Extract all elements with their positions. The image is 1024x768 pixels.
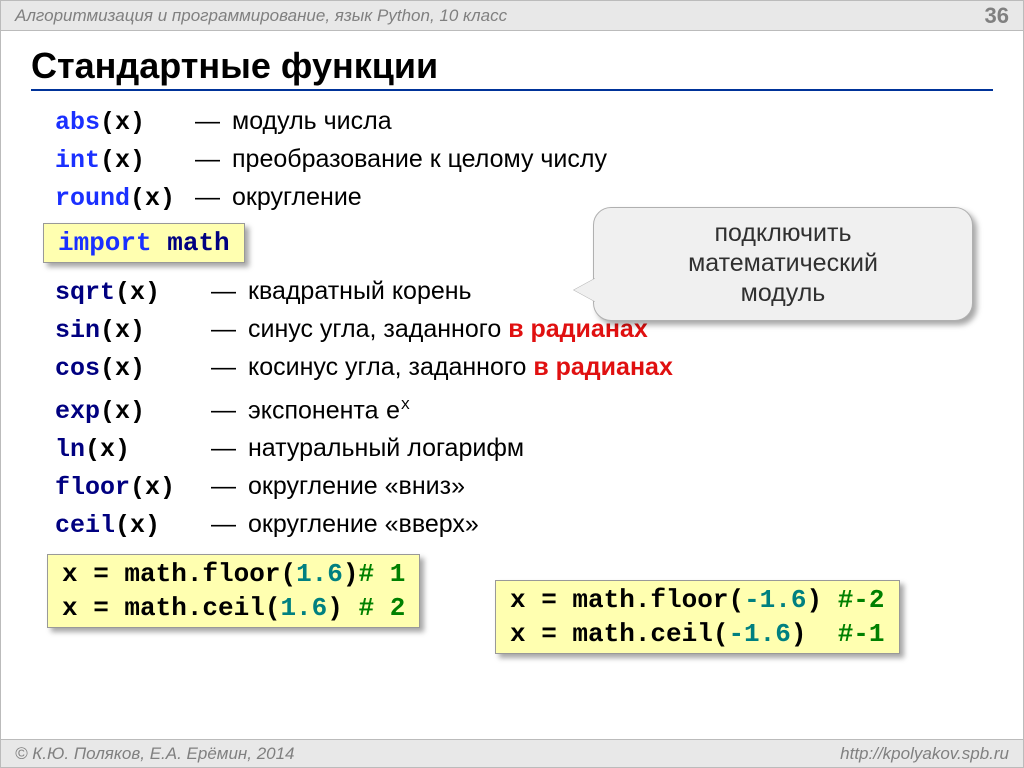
footer-url: http://kpolyakov.spb.ru <box>840 744 1009 764</box>
page-number: 36 <box>985 3 1009 29</box>
fn-desc: округление <box>232 179 362 215</box>
fn-name: int <box>55 146 100 175</box>
fn-name: round <box>55 184 130 213</box>
fn-row: int(x) — преобразование к целому числу <box>55 141 993 179</box>
fn-desc: экспонента ex <box>248 387 410 430</box>
example-code-area: x = math.floor(1.6)# 1 x = math.ceil(1.6… <box>31 548 993 668</box>
dash-icon: — <box>211 506 236 542</box>
fn-desc: синус угла, заданного в радианах <box>248 311 648 347</box>
fn-row: ceil(x) — округление «вверх» <box>55 506 993 544</box>
code-line: x = math.ceil(-1.6) #-1 <box>510 617 885 651</box>
fn-row: cos(x) — косинус угла, заданного в радиа… <box>55 349 993 387</box>
dash-icon: — <box>211 430 236 466</box>
import-module: math <box>167 228 229 258</box>
callout-bubble: подключить математический модуль <box>593 207 973 321</box>
fn-desc: модуль числа <box>232 103 392 139</box>
fn-desc: натуральный логарифм <box>248 430 524 466</box>
code-line: x = math.ceil(1.6) # 2 <box>62 591 405 625</box>
import-code-box: import math <box>43 223 245 263</box>
dash-icon: — <box>211 468 236 504</box>
fn-name: floor <box>55 473 130 502</box>
dash-icon: — <box>211 273 236 309</box>
code-line: x = math.floor(1.6)# 1 <box>62 557 405 591</box>
import-keyword: import <box>58 228 152 258</box>
dash-icon: — <box>195 179 220 215</box>
example-right-box: x = math.floor(-1.6) #-2 x = math.ceil(-… <box>495 580 900 654</box>
dash-icon: — <box>211 311 236 347</box>
fn-name: ceil <box>55 511 115 540</box>
fn-name: ln <box>55 435 85 464</box>
callout-line: математический <box>602 248 964 278</box>
fn-name: cos <box>55 354 100 383</box>
fn-desc: квадратный корень <box>248 273 472 309</box>
fn-desc: округление «вниз» <box>248 468 465 504</box>
example-left-box: x = math.floor(1.6)# 1 x = math.ceil(1.6… <box>47 554 420 628</box>
slide-body: Стандартные функции подключить математич… <box>1 31 1023 668</box>
fn-name: exp <box>55 397 100 426</box>
footer-bar: © К.Ю. Поляков, Е.А. Ерёмин, 2014 http:/… <box>1 739 1023 767</box>
fn-row: floor(x) — округление «вниз» <box>55 468 993 506</box>
course-title: Алгоритмизация и программирование, язык … <box>15 6 507 26</box>
callout-line: подключить <box>602 218 964 248</box>
fn-name: sin <box>55 316 100 345</box>
fn-desc: преобразование к целому числу <box>232 141 607 177</box>
fn-desc: косинус угла, заданного в радианах <box>248 349 673 385</box>
callout-line: модуль <box>602 278 964 308</box>
code-line: x = math.floor(-1.6) #-2 <box>510 583 885 617</box>
footer-copyright: © К.Ю. Поляков, Е.А. Ерёмин, 2014 <box>15 744 295 764</box>
fn-row: exp(x) — экспонента ex <box>55 387 993 430</box>
dash-icon: — <box>195 141 220 177</box>
dash-icon: — <box>211 392 236 428</box>
dash-icon: — <box>211 349 236 385</box>
fn-row: ln(x) — натуральный логарифм <box>55 430 993 468</box>
fn-row: abs(x) — модуль числа <box>55 103 993 141</box>
header-bar: Алгоритмизация и программирование, язык … <box>1 1 1023 31</box>
slide-title: Стандартные функции <box>31 45 993 91</box>
fn-desc: округление «вверх» <box>248 506 479 542</box>
fn-name: sqrt <box>55 278 115 307</box>
function-group-1: abs(x) — модуль числа int(x) — преобразо… <box>31 103 993 217</box>
dash-icon: — <box>195 103 220 139</box>
fn-name: abs <box>55 108 100 137</box>
